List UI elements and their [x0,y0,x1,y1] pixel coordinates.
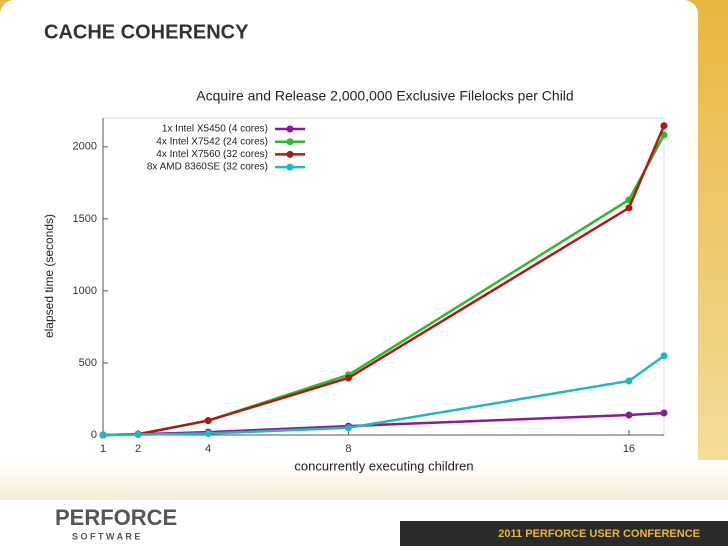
logo-subtitle: S O F T W A R E [72,531,140,541]
legend-marker [286,138,294,146]
legend-label: 4x Intel X7560 (32 cores) [156,149,268,160]
series-line [102,354,665,437]
data-point [204,430,212,438]
legend-label: 1x Intel X5450 (4 cores) [162,124,268,135]
data-point [134,431,142,439]
data-point [660,352,668,360]
x-tick-label: 2 [135,443,141,455]
data-point [660,409,668,417]
data-point [204,417,212,425]
legend-label: 4x Intel X7542 (24 cores) [156,136,268,147]
conference-banner [400,521,728,546]
data-point [625,377,633,385]
data-point [344,374,352,382]
data-point [99,431,107,439]
legend-label: 8x AMD 8360SE (32 cores) [147,162,268,173]
logo: PERFORCE [55,505,177,530]
y-tick-label: 0 [91,429,97,441]
data-point [344,424,352,432]
y-tick-label: 1000 [73,285,97,297]
conference-name: 2011 PERFORCE USER CONFERENCE [498,528,700,540]
x-tick-label: 1 [100,443,106,455]
y-tick-label: 1500 [73,213,97,225]
legend-marker [286,125,294,133]
data-point [625,204,633,212]
x-tick-label: 16 [623,443,635,455]
chart-title: Acquire and Release 2,000,000 Exclusive … [196,88,573,104]
x-tick-label: 4 [205,443,211,455]
slide-title: CACHE COHERENCY [44,21,249,43]
data-point [660,122,668,130]
data-point [660,131,668,139]
x-axis-label: concurrently executing children [294,458,473,473]
legend-marker [286,163,294,171]
y-axis-label: elapsed time (seconds) [42,214,56,338]
y-tick-label: 2000 [73,141,97,153]
data-point [625,411,633,419]
x-tick-label: 8 [345,443,351,455]
y-tick-label: 500 [79,357,97,369]
legend-marker [286,150,294,158]
